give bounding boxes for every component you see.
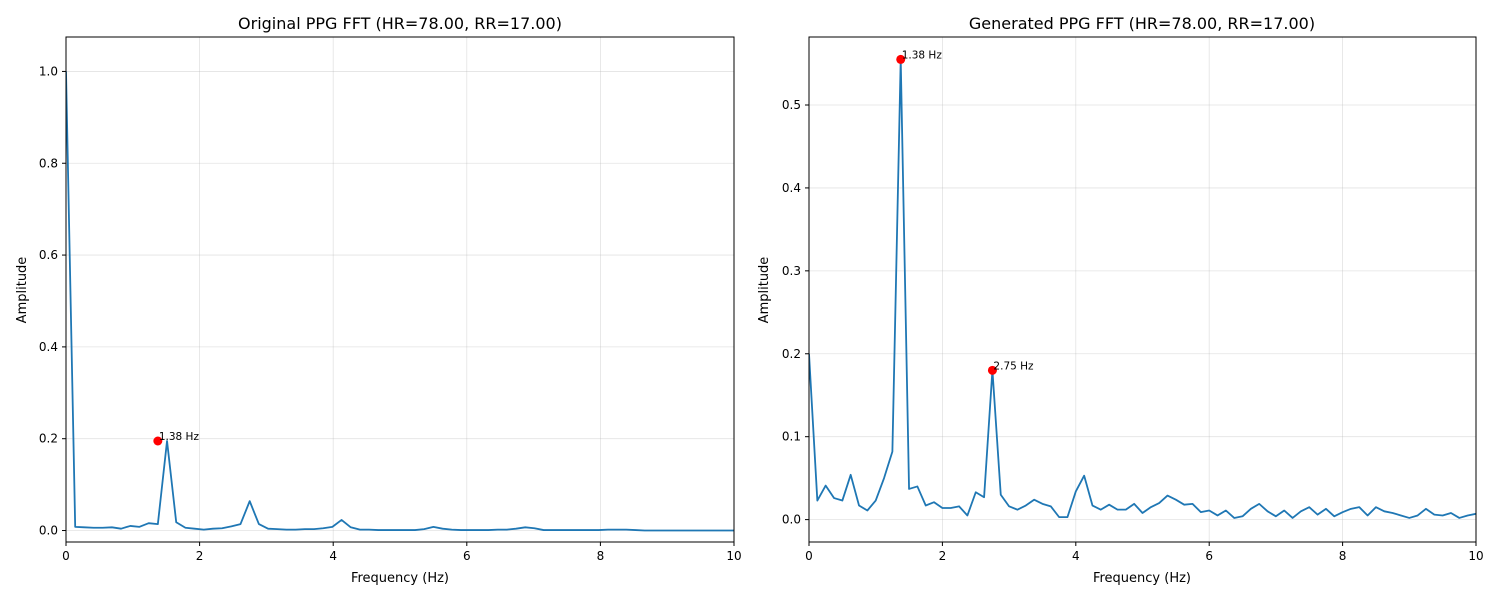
plot-area: 1.38 Hz 2.75 Hz 0 2 4 6 8 10 0.0 0.1 0.2 0.3 0.4 0.5 bbox=[782, 36, 1484, 563]
y-tick-label: 0.6 bbox=[39, 248, 58, 262]
peak-marker bbox=[987, 365, 997, 375]
axes-frame bbox=[808, 36, 1477, 543]
x-tick-label: 10 bbox=[1468, 549, 1483, 563]
plot-area: 1.38 Hz 0 2 4 6 8 10 0.0 0.2 0.4 0.6 0.8 1.0 bbox=[39, 36, 742, 563]
y-tick-label: 0.4 bbox=[39, 340, 58, 354]
y-tick-label: 0.8 bbox=[39, 156, 58, 170]
y-tick-label: 0.4 bbox=[782, 181, 801, 195]
y-tick-label: 0.2 bbox=[39, 432, 58, 446]
y-tick-label: 0.0 bbox=[782, 513, 801, 527]
y-tick-label: 0.2 bbox=[782, 347, 801, 361]
chart-generated-ppg-fft: Generated PPG FFT (HR=78.00, RR=17.00) F… bbox=[757, 14, 1484, 586]
chart-title: Original PPG FFT (HR=78.00, RR=17.00) bbox=[238, 14, 562, 33]
x-tick-label: 8 bbox=[1339, 549, 1347, 563]
x-tick-label: 6 bbox=[463, 549, 471, 563]
y-axis-label: Amplitude bbox=[15, 257, 30, 324]
x-tick-label: 4 bbox=[1072, 549, 1080, 563]
peak-label: 1.38 Hz bbox=[159, 431, 200, 443]
x-tick-label: 8 bbox=[597, 549, 605, 563]
chart-title: Generated PPG FFT (HR=78.00, RR=17.00) bbox=[969, 14, 1315, 33]
x-tick-label: 10 bbox=[726, 549, 741, 563]
x-tick-label: 4 bbox=[329, 549, 337, 563]
y-tick-label: 0.1 bbox=[782, 430, 801, 444]
x-tick-label: 6 bbox=[1205, 549, 1213, 563]
x-axis-label: Frequency (Hz) bbox=[351, 571, 449, 586]
peak-label: 1.38 Hz bbox=[902, 49, 943, 61]
fft-series-line bbox=[66, 71, 734, 532]
fft-series-line bbox=[809, 58, 1476, 519]
peak-label: 2.75 Hz bbox=[993, 360, 1034, 372]
x-tick-label: 2 bbox=[196, 549, 204, 563]
y-tick-label: 0.0 bbox=[39, 524, 58, 538]
x-tick-label: 0 bbox=[805, 549, 813, 563]
y-tick-label: 0.5 bbox=[782, 98, 801, 112]
chart-original-ppg-fft: Original PPG FFT (HR=78.00, RR=17.00) Fr… bbox=[15, 14, 742, 586]
y-axis-label: Amplitude bbox=[757, 257, 772, 324]
y-tick-label: 1.0 bbox=[39, 64, 58, 78]
peak-marker bbox=[153, 436, 163, 446]
y-tick-label: 0.3 bbox=[782, 264, 801, 278]
peak-marker bbox=[896, 54, 906, 64]
x-tick-label: 2 bbox=[939, 549, 947, 563]
axes-frame bbox=[65, 36, 735, 543]
x-axis-label: Frequency (Hz) bbox=[1093, 571, 1191, 586]
x-tick-label: 0 bbox=[62, 549, 70, 563]
